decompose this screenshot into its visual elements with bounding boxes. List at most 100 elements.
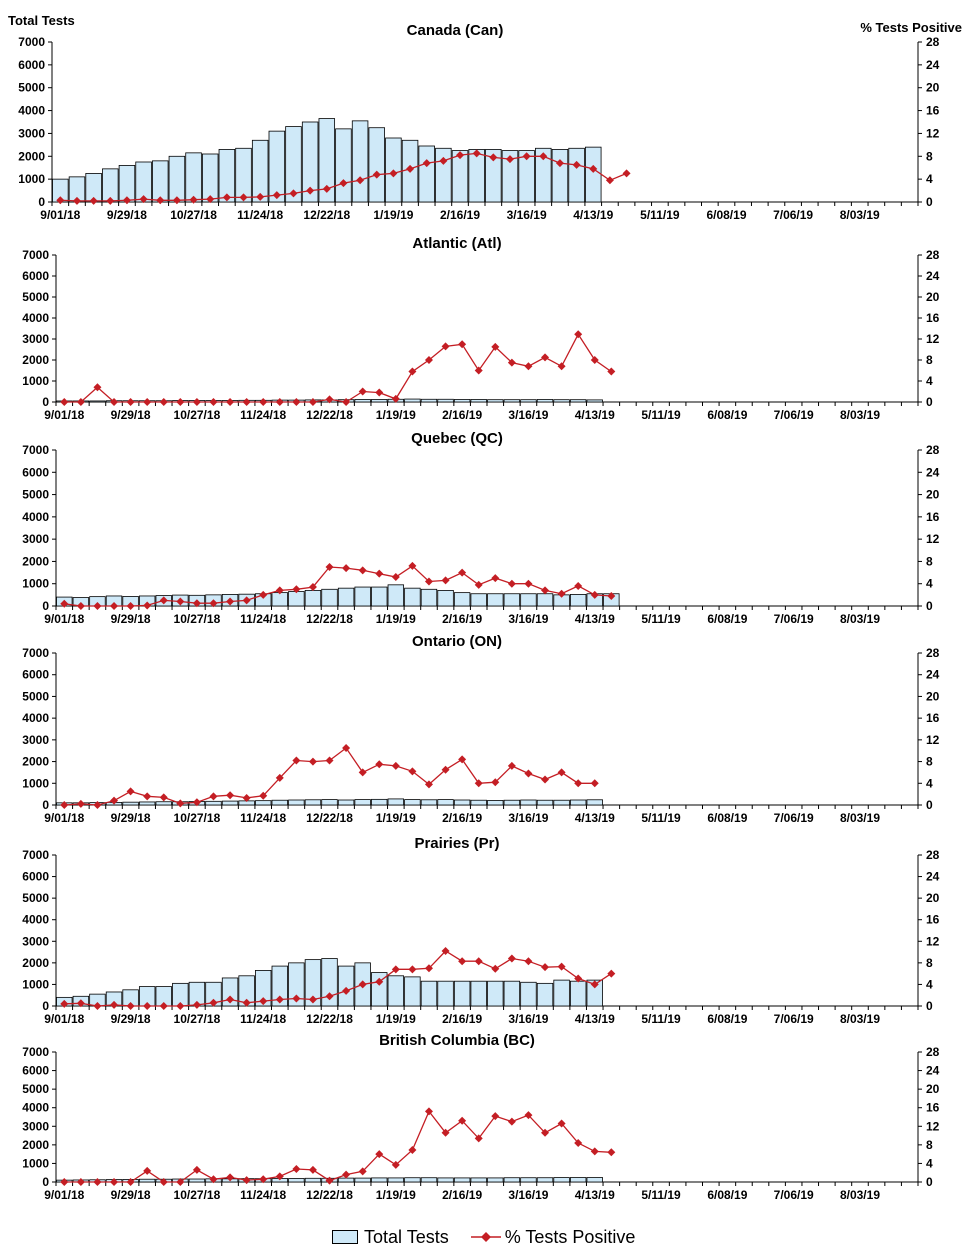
pct-positive-marker <box>325 395 334 404</box>
total-tests-bar <box>520 799 537 806</box>
y2-tick-label: 20 <box>926 488 940 502</box>
pct-positive-marker <box>458 568 467 577</box>
total-tests-bar <box>321 588 338 607</box>
total-tests-bar <box>304 590 322 607</box>
pct-positive-marker <box>259 590 268 599</box>
total-tests-bar <box>487 1177 504 1183</box>
pct-positive-marker <box>522 152 531 161</box>
y2-tick-label: 4 <box>926 172 933 186</box>
pct-positive-marker <box>441 342 450 351</box>
total-tests-bar <box>520 981 537 1007</box>
y-tick-label: 4000 <box>18 104 45 118</box>
total-tests-bar <box>520 593 537 607</box>
total-tests-bar <box>503 399 521 403</box>
x-tick-label: 2/16/19 <box>440 208 480 222</box>
total-tests-bar <box>418 145 435 203</box>
x-tick-label: 9/01/18 <box>44 1188 84 1202</box>
y-tick-label: 6000 <box>22 465 49 479</box>
pct-positive-marker <box>226 1173 235 1182</box>
x-tick-label: 8/03/19 <box>840 1188 880 1202</box>
total-tests-bar <box>255 800 272 806</box>
pct-positive-marker <box>622 169 631 178</box>
pct-positive-marker <box>505 155 514 164</box>
total-tests-bar <box>503 1177 521 1183</box>
pct-positive-marker <box>76 1178 85 1186</box>
total-tests-bar <box>453 799 471 806</box>
pct-positive-marker <box>474 580 483 589</box>
x-tick-label: 1/19/19 <box>376 811 416 825</box>
y2-tick-label: 0 <box>926 195 933 209</box>
pct-positive-marker <box>122 196 131 205</box>
total-tests-bar <box>368 127 385 203</box>
pct-positive-marker <box>456 151 465 160</box>
chart-panel: Quebec (QC) 0 1000 2000 3000 4000 5000 6000 7000… <box>22 430 939 626</box>
y-tick-label: 1000 <box>22 374 49 388</box>
y2-tick-label: 20 <box>926 689 940 703</box>
pct-positive-marker <box>339 179 348 188</box>
pct-positive-marker <box>176 597 185 606</box>
y-tick-label: 3000 <box>22 733 49 747</box>
x-tick-label: 9/29/18 <box>111 1188 151 1202</box>
y2-tick-label: 28 <box>926 848 940 862</box>
pct-positive-marker <box>389 169 398 178</box>
x-tick-label: 1/19/19 <box>373 208 413 222</box>
pct-positive-marker <box>607 969 616 978</box>
total-tests-bar <box>404 799 421 806</box>
x-tick-label: 10/27/18 <box>174 408 221 422</box>
pct-positive-marker <box>391 573 400 582</box>
pct-positive-marker <box>126 398 135 406</box>
pct-positive-marker <box>110 602 119 610</box>
pct-positive-marker <box>358 768 367 777</box>
total-tests-bar <box>569 399 587 403</box>
x-tick-label: 4/13/19 <box>573 208 613 222</box>
pct-positive-marker <box>126 787 135 796</box>
pct-positive-marker <box>491 778 500 787</box>
pct-positive-marker <box>126 602 135 610</box>
x-tick-label: 5/11/19 <box>641 408 681 422</box>
total-tests-bar <box>485 149 502 203</box>
total-tests-bar <box>201 153 219 203</box>
pct-positive-marker <box>93 383 102 392</box>
x-tick-label: 9/29/18 <box>111 1012 151 1026</box>
pct-positive-marker <box>589 164 598 173</box>
pct-positive-marker <box>72 196 81 205</box>
pct-positive-marker <box>590 980 599 989</box>
pct-positive-marker <box>292 756 301 765</box>
pct-positive-marker <box>358 1167 367 1176</box>
y-tick-label: 2000 <box>22 353 49 367</box>
total-tests-bar <box>218 149 236 203</box>
pct-positive-marker <box>424 577 433 586</box>
y2-tick-label: 8 <box>926 956 933 970</box>
y-tick-label: 6000 <box>22 668 49 682</box>
pct-positive-marker <box>143 792 152 801</box>
y2-tick-label: 4 <box>926 374 933 388</box>
total-tests-bar <box>420 980 438 1007</box>
pct-positive-marker <box>93 1002 102 1010</box>
x-tick-label: 4/13/19 <box>575 612 615 626</box>
pct-positive-marker <box>60 801 69 809</box>
x-tick-label: 9/01/18 <box>44 408 84 422</box>
pct-positive-marker <box>189 195 198 204</box>
legend-line-label: % Tests Positive <box>504 1226 636 1247</box>
pct-positive-marker <box>375 1150 384 1159</box>
x-tick-label: 3/16/19 <box>508 811 548 825</box>
x-tick-label: 10/27/18 <box>174 811 221 825</box>
y2-tick-label: 16 <box>926 711 940 725</box>
pct-positive-marker <box>60 398 69 406</box>
y-tick-label: 1000 <box>22 1156 49 1170</box>
pct-positive-marker <box>292 398 301 406</box>
y-tick-label: 0 <box>42 999 49 1013</box>
total-tests-bar <box>168 155 186 203</box>
total-tests-bar <box>451 150 469 203</box>
x-tick-label: 7/06/19 <box>774 1012 814 1026</box>
total-tests-bar <box>271 799 288 806</box>
total-tests-bar <box>318 118 336 203</box>
pct-positive-marker <box>590 590 599 599</box>
pct-positive-marker <box>60 599 69 608</box>
x-tick-label: 4/13/19 <box>575 1188 615 1202</box>
pct-positive-marker <box>342 1170 351 1179</box>
pct-positive-marker <box>491 1112 500 1121</box>
y-tick-label: 4000 <box>22 913 49 927</box>
y-tick-label: 1000 <box>22 977 49 991</box>
total-tests-bar <box>585 146 602 203</box>
